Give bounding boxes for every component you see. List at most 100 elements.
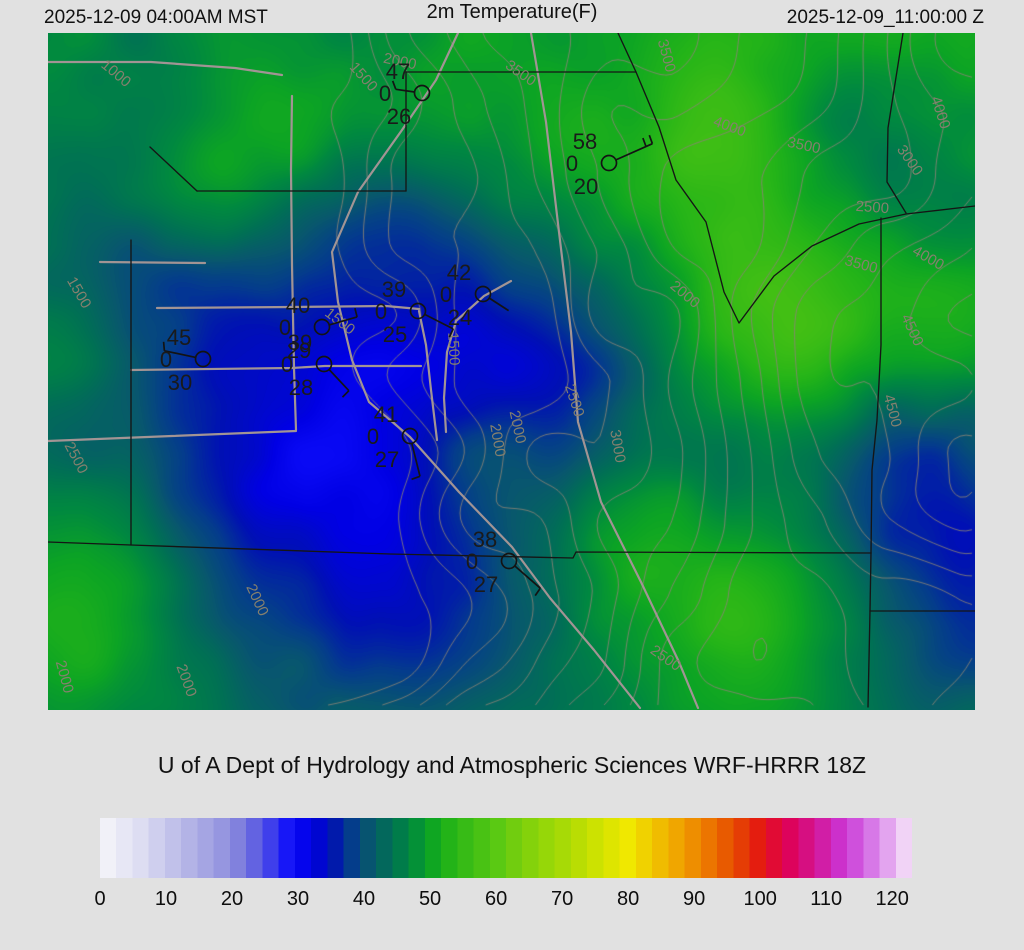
road-line — [155, 304, 421, 311]
station-dewpoint: 26 — [387, 104, 411, 129]
colorbar-tick-label: 120 — [875, 888, 909, 910]
wind-barb-icon — [410, 443, 421, 481]
station-temperature: 38 — [473, 527, 497, 552]
wind-barb-icon — [162, 341, 196, 359]
station-cover-value: 0 — [466, 549, 478, 574]
contour-elevation-label: 1500 — [444, 332, 463, 366]
contour-elevation-label: 2000 — [52, 659, 77, 696]
station-temperature: 39 — [382, 277, 406, 302]
contour-elevation-label: 2500 — [855, 198, 889, 217]
map-area: 1000 1500 2000 3500 3500 4000 3500 3000 4000 2500… — [48, 33, 975, 710]
station-dewpoint: 27 — [474, 572, 498, 597]
colorbar-tick-label: 50 — [418, 888, 442, 910]
contour-elevation-label: 2000 — [382, 50, 418, 74]
wind-barb-icon — [615, 134, 654, 161]
contour-elevation-label: 2500 — [61, 439, 92, 476]
county-boundary-line — [870, 217, 882, 554]
temperature-field-canvas — [48, 33, 975, 710]
station-cover-value: 0 — [566, 151, 578, 176]
wind-barb-icon — [424, 313, 454, 338]
colorbar-tick-label: 110 — [810, 888, 843, 910]
contour-elevation-label: 4000 — [927, 94, 953, 131]
station-cover-value: 0 — [279, 315, 291, 340]
contour-elevation-label: 3000 — [893, 142, 926, 179]
colorbar-tick-label: 70 — [550, 888, 574, 910]
contour-elevation-label: 3500 — [654, 38, 679, 75]
station-circle-icon — [401, 427, 419, 445]
station-temperature: 58 — [573, 129, 597, 154]
contour-elevation-label: 2500 — [647, 642, 684, 675]
valid-time-local: 2025-12-09 04:00AM MST — [44, 7, 268, 28]
station-dewpoint: 20 — [574, 174, 598, 199]
station-dewpoint: 29 — [287, 338, 311, 363]
wind-barb-icon — [328, 307, 358, 326]
county-boundary-line — [48, 541, 872, 559]
colorbar-tick-labels: 0 10 20 30 40 50 60 70 80 90 100 110 120 — [94, 888, 912, 918]
station-cover-value: 0 — [281, 352, 293, 377]
county-boundary-line — [617, 33, 975, 324]
station-circle-icon — [315, 355, 333, 373]
wind-barb-icon — [488, 297, 510, 312]
station-cover-value: 0 — [379, 81, 391, 106]
colorbar-tick-label: 100 — [743, 888, 777, 910]
station-circle-icon — [600, 154, 618, 172]
county-boundary-line — [149, 146, 198, 192]
road-line — [98, 260, 207, 265]
valid-time-utc: 2025-12-09_11:00:00 Z — [786, 7, 984, 28]
credit-caption: U of A Dept of Hydrology and Atmospheric… — [157, 752, 867, 778]
station-temperature: 40 — [286, 293, 310, 318]
station-temperature: 45 — [167, 325, 191, 350]
station-dewpoint: 28 — [289, 375, 313, 400]
contour-elevation-label: 2000 — [173, 662, 200, 699]
station-circle-icon — [474, 285, 492, 303]
station-cover-value: 0 — [440, 282, 452, 307]
colorbar-tick-label: 40 — [352, 888, 376, 910]
station-dewpoint: 24 — [448, 305, 472, 330]
colorbar-tick-label: 90 — [683, 888, 706, 910]
colorbar-tick-label: 80 — [616, 888, 640, 910]
contour-elevation-label: 3500 — [786, 134, 822, 158]
contour-elevation-label: 2500 — [561, 382, 587, 419]
contour-elevation-label: 2000 — [242, 581, 272, 618]
road-line — [48, 60, 284, 77]
contour-elevation-label: 2000 — [667, 277, 703, 311]
road-line — [289, 94, 298, 432]
station-dewpoint: 25 — [383, 322, 407, 347]
wind-barb-icon — [328, 368, 350, 398]
station-cover-value: 0 — [160, 347, 172, 372]
road-line — [529, 33, 700, 710]
road-line — [330, 33, 642, 710]
map-title: 2m Temperature(F) — [426, 1, 598, 23]
contour-elevation-label: 3000 — [606, 428, 629, 464]
temperature-colorbar — [100, 818, 912, 878]
station-temperature: 42 — [447, 260, 471, 285]
contour-elevation-label: 2000 — [506, 409, 530, 445]
road-line — [129, 364, 423, 372]
contour-elevation-label: 4500 — [880, 393, 905, 430]
station-circle-icon — [409, 302, 427, 320]
contour-elevation-label: 1500 — [63, 274, 94, 311]
wind-barb-icon — [514, 565, 541, 597]
station-temperature: 39 — [288, 330, 312, 355]
contour-elevation-label: 3500 — [502, 57, 539, 90]
road-line — [48, 429, 298, 443]
station-circle-icon — [413, 84, 431, 102]
station-dewpoint: 30 — [168, 370, 192, 395]
colorbar-tick-label: 10 — [154, 888, 178, 910]
colorbar-tick-label: 60 — [484, 888, 508, 910]
station-dewpoint: 27 — [375, 447, 399, 472]
contour-elevation-label: 4000 — [910, 242, 947, 273]
station-circle-icon — [500, 552, 518, 570]
station-cover-value: 0 — [375, 299, 387, 324]
contour-elevation-label: 4500 — [897, 311, 927, 348]
contour-elevation-label: 4000 — [711, 113, 748, 140]
colorbar-tick-label: 30 — [286, 888, 310, 910]
road-line — [442, 279, 513, 434]
